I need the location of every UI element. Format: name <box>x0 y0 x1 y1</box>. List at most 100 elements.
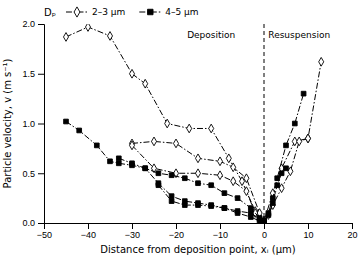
y-tick-label: 2.0 <box>22 19 35 29</box>
x-tick-mark <box>352 223 353 229</box>
series-marker <box>64 119 69 124</box>
y-tick-mark <box>38 173 44 174</box>
series-marker <box>169 199 174 204</box>
series-marker <box>262 219 267 223</box>
series-marker <box>262 219 267 223</box>
chart: −50−40−30−20−10010200.00.51.01.52.0Depos… <box>0 0 364 257</box>
series-marker <box>143 166 148 171</box>
series-line <box>264 94 304 221</box>
series-marker <box>275 176 280 181</box>
x-axis: −50−40−30−20−1001020 <box>37 223 358 240</box>
series-marker <box>275 183 280 188</box>
series-marker <box>129 141 134 150</box>
series-marker <box>94 143 99 148</box>
legend-label: 2–3 μm <box>92 7 125 17</box>
series-marker <box>279 171 284 176</box>
series-marker <box>129 69 134 78</box>
series-marker <box>143 79 148 88</box>
series-marker <box>63 33 68 42</box>
x-tick-label: −10 <box>213 230 228 240</box>
series-marker <box>248 211 253 216</box>
x-tick: 0 <box>262 223 267 240</box>
series-marker <box>305 134 310 143</box>
series-marker <box>235 209 240 214</box>
y-tick-label: 1.5 <box>22 69 35 79</box>
series-marker <box>217 171 222 180</box>
series-marker <box>187 124 192 133</box>
plot-area: −50−40−30−20−10010200.00.51.01.52.0Depos… <box>22 19 357 240</box>
x-tick: −20 <box>169 223 184 240</box>
x-tick: −40 <box>81 223 96 240</box>
legend-label: 4–5 μm <box>165 7 198 17</box>
series-marker <box>169 173 174 178</box>
annotation: Resuspension <box>268 30 330 40</box>
series-marker <box>209 204 214 209</box>
series-line <box>132 145 264 221</box>
x-tick: 20 <box>347 223 357 240</box>
x-tick-label: −40 <box>81 230 96 240</box>
series-marker <box>143 166 148 171</box>
series-marker <box>116 161 121 166</box>
x-tick-label: −20 <box>169 230 184 240</box>
series-marker <box>196 203 201 208</box>
x-tick-mark <box>264 223 265 229</box>
x-tick-label: 0 <box>262 230 267 240</box>
series-marker <box>244 174 249 183</box>
x-tick: −50 <box>37 223 52 240</box>
series-line <box>66 27 264 221</box>
series-marker <box>209 183 214 188</box>
series-marker <box>284 166 289 171</box>
series-marker <box>266 213 271 218</box>
x-tick-mark <box>132 223 133 229</box>
series-marker <box>222 206 227 211</box>
series-marker <box>195 154 200 163</box>
y-axis-title: Particle velocity, v (m s⁻¹) <box>2 58 13 188</box>
series-marker <box>209 124 214 133</box>
series-marker <box>217 157 222 166</box>
series-marker <box>196 181 201 186</box>
series-marker <box>209 203 214 208</box>
series-marker <box>222 206 227 211</box>
series-marker <box>85 24 90 31</box>
x-tick: −10 <box>213 223 228 240</box>
series-marker <box>231 163 236 172</box>
x-tick-mark <box>220 223 221 229</box>
series-marker <box>182 176 187 181</box>
series-marker <box>284 143 289 148</box>
series-marker <box>156 183 161 188</box>
series-marker <box>226 154 231 163</box>
y-axis: 0.0 0.5 1.0 1.5 2.0 <box>22 19 44 228</box>
reference-line <box>264 24 265 223</box>
x-tick-mark <box>88 223 89 229</box>
series-marker <box>270 201 275 206</box>
y-tick: 0.0 <box>22 218 44 228</box>
y-tick: 0.5 <box>22 169 44 179</box>
y-tick-label: 1.0 <box>22 119 35 129</box>
series-line <box>66 122 264 222</box>
series-marker <box>156 171 161 176</box>
series-marker <box>231 177 236 186</box>
series-marker <box>182 203 187 208</box>
series-line <box>132 141 264 221</box>
series-marker <box>319 57 324 66</box>
legend-marker <box>74 7 80 17</box>
y-tick-mark <box>38 24 44 25</box>
series-marker <box>248 206 253 211</box>
y-tick-mark <box>38 124 44 125</box>
series-marker <box>262 220 267 223</box>
series-line <box>264 168 286 221</box>
series-marker <box>169 194 174 199</box>
y-tick-label: 0.0 <box>22 218 35 228</box>
series-marker <box>130 161 135 166</box>
x-tick: 10 <box>303 223 313 240</box>
series-line <box>264 62 321 221</box>
x-axis-title: Distance from deposition point, xᵢ (μm) <box>100 244 295 255</box>
series-marker <box>262 219 267 223</box>
series-marker <box>292 121 297 126</box>
annotation: Deposition <box>187 30 235 40</box>
series-line <box>158 185 264 221</box>
y-tick: 1.0 <box>22 119 44 129</box>
series-marker <box>244 187 249 196</box>
data-layer <box>63 24 323 223</box>
x-tick-mark <box>308 223 309 229</box>
